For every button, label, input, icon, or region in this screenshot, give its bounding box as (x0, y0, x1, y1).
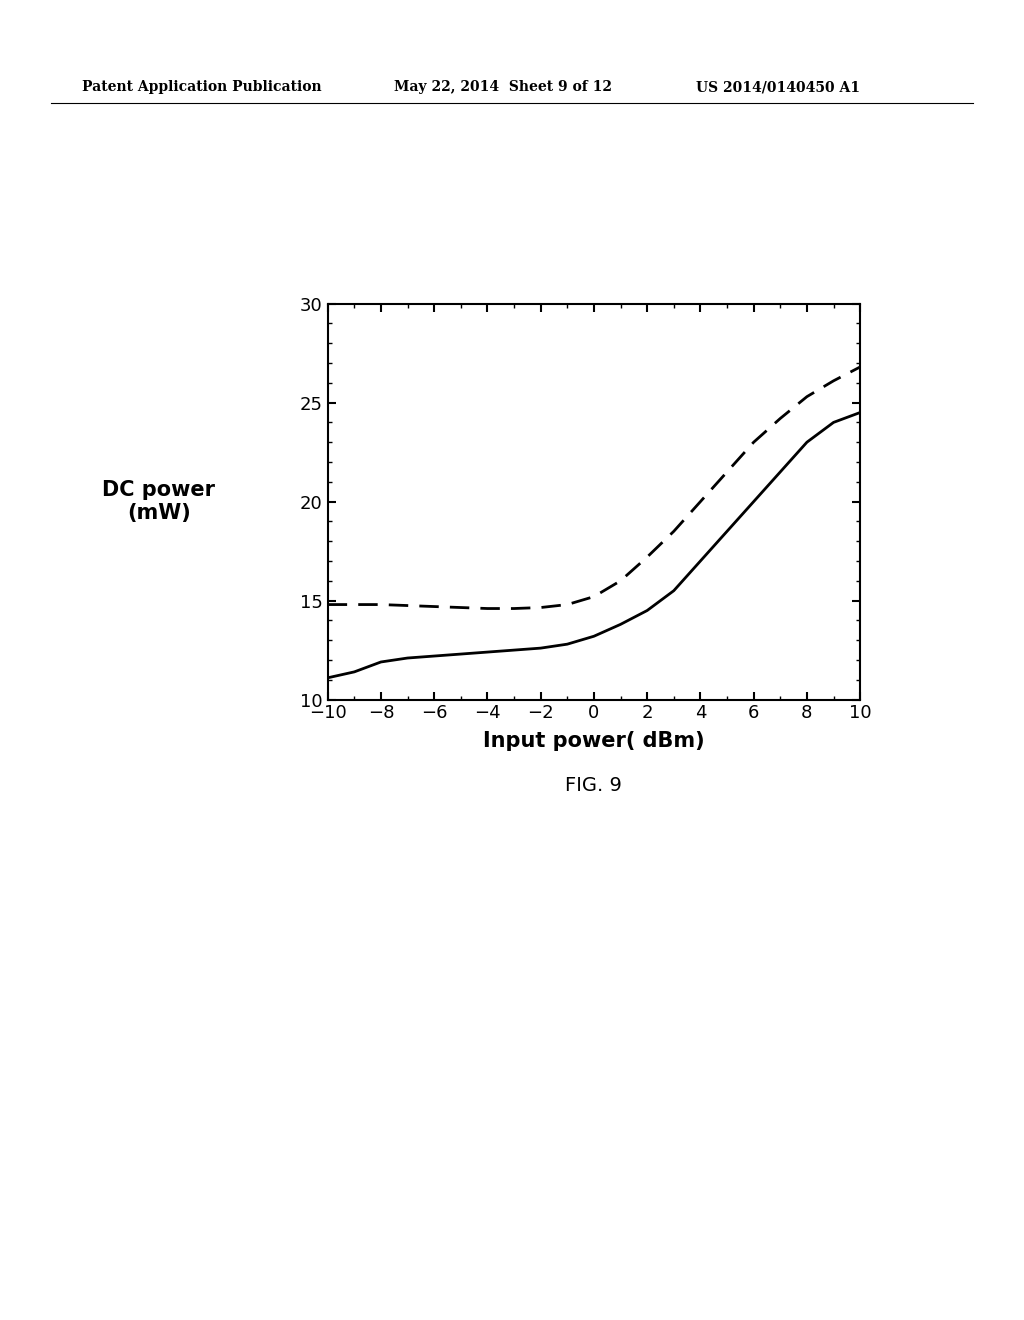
Text: Patent Application Publication: Patent Application Publication (82, 81, 322, 94)
Text: FIG. 9: FIG. 9 (565, 776, 623, 795)
X-axis label: Input power( dBm): Input power( dBm) (483, 731, 705, 751)
Text: May 22, 2014  Sheet 9 of 12: May 22, 2014 Sheet 9 of 12 (394, 81, 612, 94)
Text: DC power
(mW): DC power (mW) (102, 480, 215, 523)
Text: US 2014/0140450 A1: US 2014/0140450 A1 (696, 81, 860, 94)
